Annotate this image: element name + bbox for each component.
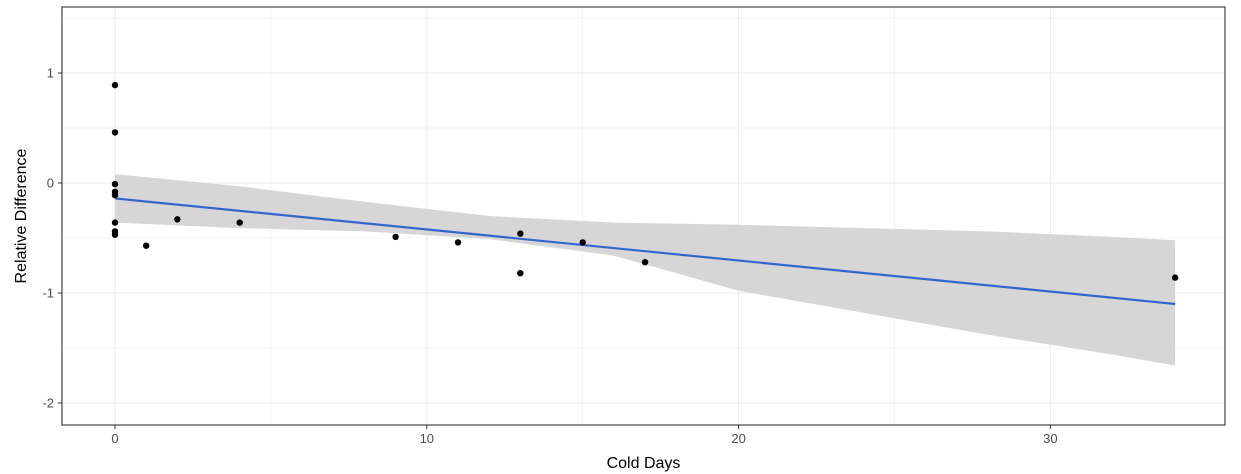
x-tick-label: 0	[111, 431, 118, 446]
plot-panel-border	[61, 6, 1226, 426]
data-point	[111, 231, 119, 238]
points-layer	[111, 81, 1179, 281]
fit-line-layer	[114, 197, 1176, 306]
x-tick-label: 30	[1043, 431, 1057, 446]
data-point	[111, 81, 119, 89]
data-point	[111, 129, 119, 136]
data-point	[111, 191, 119, 199]
y-tick-label: 1	[47, 66, 54, 81]
data-point	[454, 239, 462, 246]
data-point	[392, 233, 399, 241]
axis-layer: 0 10 20 30 -2 -1 0 1	[42, 66, 1057, 447]
data-point	[111, 219, 119, 226]
y-tick-label: -2	[42, 396, 54, 411]
confidence-band-layer	[115, 174, 1176, 366]
data-point	[142, 242, 150, 249]
data-point	[517, 270, 524, 277]
confidence-band	[115, 174, 1176, 366]
y-tick-label: 0	[47, 176, 54, 191]
data-point	[236, 219, 243, 226]
x-tick-label: 10	[420, 431, 434, 446]
data-point	[174, 216, 181, 223]
y-axis-title: Relative Difference	[13, 148, 30, 283]
data-point	[579, 239, 586, 246]
data-point	[111, 180, 119, 188]
y-tick-label: -1	[42, 286, 54, 301]
regression-line	[114, 197, 1176, 306]
data-point	[1171, 274, 1179, 281]
x-axis-title: Cold Days	[607, 455, 681, 472]
data-point	[517, 230, 524, 237]
x-tick-label: 20	[731, 431, 745, 446]
data-point	[641, 259, 649, 266]
